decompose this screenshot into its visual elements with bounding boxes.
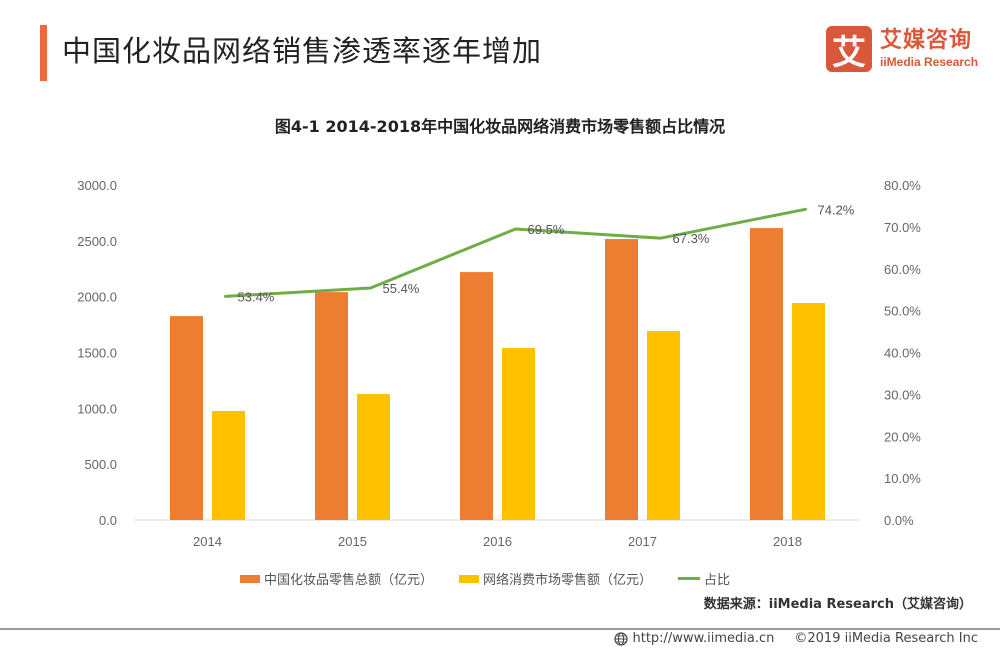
- bar-total-retail: [460, 272, 493, 520]
- line-point: [224, 294, 227, 298]
- page-title: 中国化妆品网络销售渗透率逐年增加: [62, 34, 543, 68]
- y-right-tick-label: 40.0%: [884, 346, 921, 361]
- y-left-tick-label: 2500.0: [77, 234, 117, 249]
- y-left-tick-label: 1500.0: [77, 346, 117, 361]
- legend-swatch-orange: [240, 574, 260, 583]
- x-tick-label: 2018: [773, 534, 802, 549]
- legend-swatch-yellow: [459, 574, 480, 583]
- data-label-share: 67.3%: [673, 231, 710, 246]
- y-right-tick-label: 50.0%: [884, 304, 921, 319]
- y-right-tick-label: 70.0%: [884, 220, 921, 235]
- legend-item-online-retail: 网络消费市场零售额（亿元）: [459, 569, 652, 588]
- x-tick-label: 2014: [193, 534, 222, 549]
- x-tick-label: 2015: [338, 534, 367, 549]
- legend-item-total-retail: 中国化妆品零售总额（亿元）: [240, 569, 433, 588]
- bar-online-retail: [357, 394, 390, 520]
- title-accent-bar: [40, 25, 47, 81]
- y-right-tick-label: 80.0%: [884, 178, 921, 193]
- legend-label: 占比: [704, 573, 731, 588]
- chart-legend: 中国化妆品零售总额（亿元） 网络消费市场零售额（亿元） 占比: [240, 569, 756, 588]
- data-label-share: 69.5%: [528, 222, 565, 237]
- footer-copyright: ©2019 iiMedia Research Inc: [794, 631, 978, 646]
- brand-logo: 艾 艾媒咨询 iiMedia Research: [826, 26, 979, 73]
- logo-mark-icon: 艾: [826, 26, 872, 73]
- line-point: [514, 227, 517, 231]
- bar-total-retail: [315, 292, 348, 520]
- footer-divider: [0, 628, 1000, 630]
- line-point: [804, 207, 807, 211]
- line-share: [225, 207, 806, 298]
- y-left-tick-label: 0.0: [99, 513, 117, 528]
- data-label-share: 74.2%: [818, 202, 855, 217]
- x-tick-label: 2017: [628, 534, 657, 549]
- footer-url[interactable]: http://www.iimedia.cn: [632, 631, 775, 646]
- y-left-tick-label: 500.0: [84, 457, 117, 472]
- bar-online-retail: [502, 348, 535, 520]
- bar-online-retail: [792, 303, 825, 520]
- line-point: [659, 236, 662, 240]
- legend-item-share: 占比: [678, 569, 730, 588]
- data-label-share: 53.4%: [238, 289, 275, 304]
- x-tick-label: 2016: [483, 534, 512, 549]
- y-left-tick-label: 2000.0: [77, 290, 117, 305]
- y-right-tick-label: 30.0%: [884, 387, 921, 402]
- y-right-tick-label: 0.0%: [884, 513, 914, 528]
- y-left-tick-label: 3000.0: [77, 178, 117, 193]
- bar-online-retail: [212, 411, 245, 520]
- data-label-share: 55.4%: [383, 281, 420, 296]
- legend-swatch-green-line: [678, 577, 701, 580]
- chart-title: 图4-1 2014-2018年中国化妆品网络消费市场零售额占比情况: [274, 117, 726, 136]
- footer: http://www.iimedia.cn ©2019 iiMedia Rese…: [614, 631, 978, 646]
- bar-total-retail: [750, 228, 783, 520]
- y-right-tick-label: 60.0%: [884, 262, 921, 277]
- bar-online-retail: [647, 331, 680, 520]
- legend-label: 中国化妆品零售总额（亿元）: [264, 573, 434, 588]
- y-right-tick-label: 20.0%: [884, 429, 921, 444]
- logo-name-cn: 艾媒咨询: [880, 28, 973, 53]
- globe-icon: [614, 631, 629, 646]
- logo-name-en: iiMedia Research: [880, 55, 979, 69]
- y-right-tick-label: 10.0%: [884, 471, 921, 486]
- bar-total-retail: [170, 316, 203, 520]
- bar-total-retail: [605, 239, 638, 520]
- line-point: [369, 286, 372, 290]
- data-source: 数据来源：iiMedia Research（艾媒咨询）: [703, 597, 972, 612]
- y-left-tick-label: 1000.0: [77, 401, 117, 416]
- legend-label: 网络消费市场零售额（亿元）: [483, 573, 653, 588]
